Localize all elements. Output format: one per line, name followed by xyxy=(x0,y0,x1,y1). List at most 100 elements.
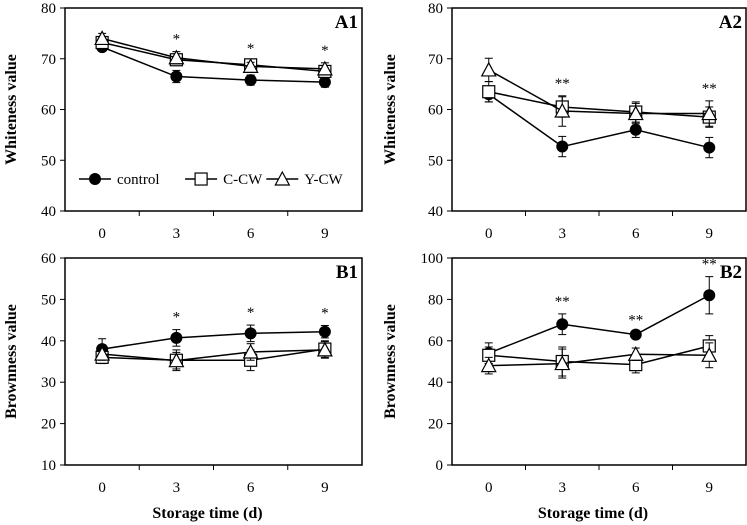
x-axis-label: Storage time (d) xyxy=(538,505,648,522)
series-control xyxy=(96,41,331,89)
series-line xyxy=(102,330,325,350)
data-point xyxy=(701,105,718,121)
significance-mark: * xyxy=(321,305,329,321)
data-point xyxy=(170,331,183,344)
x-tick-label: 3 xyxy=(559,226,567,242)
panel-B2: 0 20 40 60 80 100 0 3 6 9 Brownness value Storage t… xyxy=(382,251,747,522)
x-tick-label: 6 xyxy=(247,226,255,242)
panel-B1: 10 20 30 40 50 60 0 3 6 9 Brownness value Storage t… xyxy=(3,251,363,522)
data-point xyxy=(316,341,333,357)
series-C-CW xyxy=(482,81,716,128)
y-tick-label: 50 xyxy=(41,292,56,308)
significance-mark: * xyxy=(173,32,181,48)
legend-marker xyxy=(194,172,208,186)
panel-title: A2 xyxy=(719,12,742,33)
data-point xyxy=(554,355,571,371)
y-tick-label: 40 xyxy=(41,204,56,220)
panel-A1: 40 50 60 70 80 0 3 6 9 Whiteness value A1 * * * contro… xyxy=(3,1,363,242)
x-tick-label: 0 xyxy=(485,480,493,496)
data-point xyxy=(554,102,571,118)
legend: control C-CW Y-CW xyxy=(79,170,343,188)
series-Y-CW xyxy=(94,30,333,76)
series-Y-CW xyxy=(480,57,718,127)
legend-label: Y-CW xyxy=(304,172,343,188)
series-control xyxy=(482,276,716,365)
significance-mark: * xyxy=(321,43,329,59)
x-tick-label: 9 xyxy=(706,480,714,496)
data-point xyxy=(627,105,644,121)
data-point xyxy=(703,141,716,154)
data-point xyxy=(168,49,185,65)
data-point xyxy=(94,345,111,361)
series-C-CW xyxy=(95,35,332,79)
legend-marker xyxy=(89,173,101,186)
significance-mark: ** xyxy=(702,257,717,273)
x-tick-label: 6 xyxy=(247,480,255,496)
y-tick-label: 100 xyxy=(421,251,444,267)
panel-title: A1 xyxy=(335,12,358,33)
y-tick-label: 30 xyxy=(41,375,56,391)
y-tick-label: 40 xyxy=(428,375,443,391)
x-axis-label: Storage time (d) xyxy=(152,505,262,522)
series-line xyxy=(101,46,325,83)
y-axis-label: Whiteness value xyxy=(382,54,399,165)
panel-title: B2 xyxy=(720,262,742,283)
x-tick-label: 0 xyxy=(98,480,106,496)
y-tick-label: 50 xyxy=(428,153,443,169)
y-axis-label: Whiteness value xyxy=(3,54,20,165)
y-tick-label: 40 xyxy=(428,204,443,220)
y-tick-label: 70 xyxy=(41,52,56,68)
panel-A2: 40 50 60 70 80 0 3 6 9 Whiteness value A2 ** ** xyxy=(382,1,747,242)
legend-label: C-CW xyxy=(223,172,263,188)
y-tick-label: 20 xyxy=(428,417,443,433)
y-tick-label: 80 xyxy=(41,1,56,17)
y-tick-label: 60 xyxy=(41,251,56,267)
data-point xyxy=(556,318,569,331)
y-tick-label: 10 xyxy=(41,458,56,474)
data-point xyxy=(703,289,716,302)
y-axis-label: Brownness value xyxy=(3,304,20,419)
data-point xyxy=(170,70,183,83)
x-tick-label: 3 xyxy=(559,480,567,496)
panel-title: B1 xyxy=(336,262,358,283)
data-point xyxy=(480,357,497,373)
significance-mark: ** xyxy=(702,81,717,97)
data-point xyxy=(244,74,257,87)
x-tick-label: 9 xyxy=(706,226,714,242)
data-point xyxy=(242,343,259,359)
series-line xyxy=(102,348,325,362)
series-line xyxy=(101,37,325,70)
significance-mark: * xyxy=(247,305,255,321)
significance-mark: ** xyxy=(555,294,570,310)
data-point xyxy=(701,347,718,362)
significance-mark: ** xyxy=(555,76,570,92)
legend-marker xyxy=(274,170,291,186)
data-point xyxy=(244,327,257,340)
y-tick-label: 50 xyxy=(41,153,56,169)
data-point xyxy=(480,61,497,77)
series-line xyxy=(488,353,710,367)
y-axis-label: Brownness value xyxy=(382,304,399,419)
x-tick-label: 9 xyxy=(321,226,329,242)
significance-mark: ** xyxy=(628,313,643,329)
y-tick-label: 20 xyxy=(41,417,56,433)
series-line xyxy=(488,294,710,354)
y-tick-label: 60 xyxy=(41,103,56,119)
series-line xyxy=(488,91,710,118)
plot-frame xyxy=(64,257,363,466)
series-line xyxy=(102,349,325,362)
data-point xyxy=(627,345,644,361)
data-point xyxy=(318,325,331,338)
significance-mark: * xyxy=(173,310,181,326)
y-tick-label: 80 xyxy=(428,292,443,308)
series-line xyxy=(488,69,710,115)
y-tick-label: 40 xyxy=(41,334,56,350)
series-line xyxy=(488,93,710,149)
data-point xyxy=(242,58,259,73)
y-tick-label: 80 xyxy=(428,1,443,17)
series-Y-CW xyxy=(94,341,333,370)
data-point xyxy=(482,85,496,99)
x-tick-label: 3 xyxy=(173,480,181,496)
data-point xyxy=(629,328,642,341)
